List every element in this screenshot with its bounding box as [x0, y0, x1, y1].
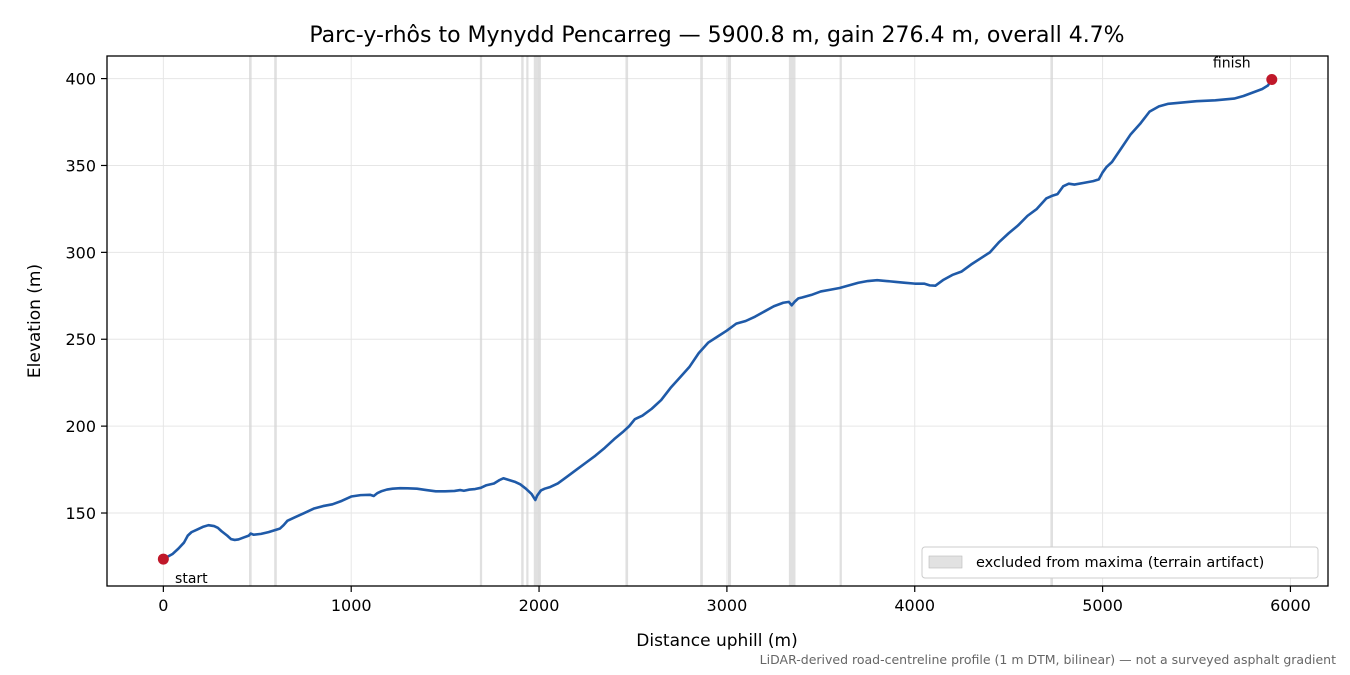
- excluded-band: [700, 56, 703, 586]
- y-tick-label: 300: [65, 243, 96, 262]
- markers-layer: start finish: [157, 55, 1278, 587]
- finish-marker: [1266, 73, 1278, 85]
- footnote: LiDAR-derived road-centreline profile (1…: [760, 652, 1336, 667]
- x-tick-label: 2000: [519, 596, 560, 615]
- excluded-band: [1050, 56, 1053, 586]
- excluded-band: [788, 56, 796, 586]
- y-tick-label: 200: [65, 417, 96, 436]
- elevation-line: [162, 78, 1274, 561]
- finish-label: finish: [1213, 55, 1251, 71]
- start-label: start: [175, 571, 208, 587]
- x-tick-label: 6000: [1270, 596, 1311, 615]
- excluded-band: [274, 56, 277, 586]
- legend-swatch-excluded: [928, 555, 963, 569]
- y-tick-label: 250: [65, 330, 96, 349]
- x-axis-label: Distance uphill (m): [636, 631, 797, 651]
- axis-ticks: 0 1000 2000 3000 4000 5000 6000 150 200 250 300 350…: [65, 70, 1310, 615]
- excluded-band: [249, 56, 252, 586]
- chart-title: Parc-y-rhôs to Mynydd Pencarreg — 5900.8…: [309, 23, 1124, 48]
- x-tick-label: 4000: [894, 596, 935, 615]
- excluded-band: [727, 56, 732, 586]
- y-tick-label: 150: [65, 504, 96, 523]
- plot-frame: [106, 55, 1329, 587]
- series-layer: [162, 78, 1274, 561]
- legend: excluded from maxima (terrain artifact): [921, 546, 1319, 579]
- excluded-band: [526, 56, 529, 586]
- excluded-band: [533, 56, 541, 586]
- excluded-band: [839, 56, 842, 586]
- x-tick-label: 0: [158, 596, 168, 615]
- x-tick-label: 1000: [331, 596, 372, 615]
- x-tick-label: 3000: [707, 596, 748, 615]
- excluded-band: [625, 56, 629, 586]
- excluded-band: [479, 56, 483, 586]
- y-tick-label: 350: [65, 156, 96, 175]
- legend-label-excluded: excluded from maxima (terrain artifact): [976, 555, 1264, 571]
- legend-box: [921, 546, 1319, 579]
- excluded-band: [521, 56, 524, 586]
- start-marker: [157, 553, 169, 565]
- x-tick-label: 5000: [1082, 596, 1123, 615]
- excluded-bands: [249, 56, 1053, 586]
- y-axis-label: Elevation (m): [25, 264, 45, 378]
- y-tick-label: 400: [65, 70, 96, 89]
